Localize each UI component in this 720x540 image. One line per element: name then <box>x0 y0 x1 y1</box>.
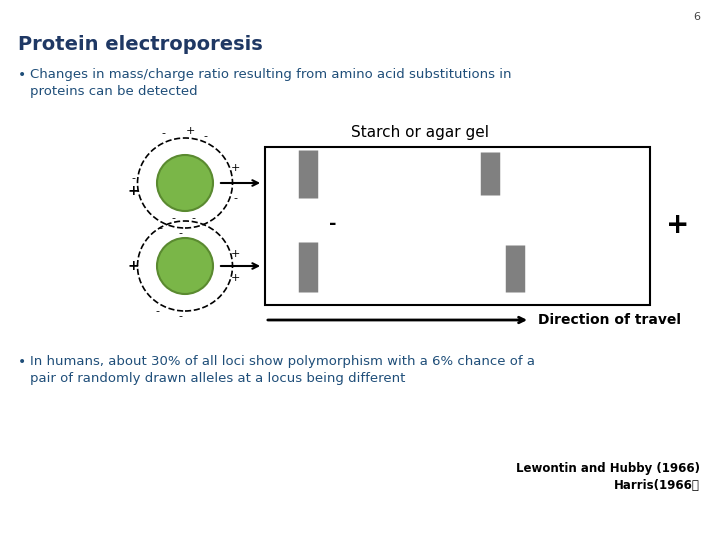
Text: •: • <box>18 355 26 369</box>
Text: -: - <box>233 193 237 203</box>
Text: +: + <box>185 126 194 136</box>
Text: -: - <box>178 311 182 321</box>
Text: +: + <box>230 249 240 259</box>
Text: Starch or agar gel: Starch or agar gel <box>351 125 489 140</box>
Text: -: - <box>155 306 159 316</box>
Text: -: - <box>171 213 175 223</box>
Text: Changes in mass/charge ratio resulting from amino acid substitutions in: Changes in mass/charge ratio resulting f… <box>30 68 511 81</box>
Text: +: + <box>230 273 240 283</box>
Bar <box>265 147 650 305</box>
Text: In humans, about 30% of all loci show polymorphism with a 6% chance of a: In humans, about 30% of all loci show po… <box>30 355 535 368</box>
Text: +: + <box>666 211 690 239</box>
Text: +: + <box>127 184 139 198</box>
Text: -: - <box>161 128 165 138</box>
Text: -: - <box>131 173 135 183</box>
Text: 6: 6 <box>693 12 700 22</box>
Text: Harris(1966）: Harris(1966） <box>614 479 700 492</box>
Text: +: + <box>230 163 240 173</box>
Circle shape <box>157 155 213 211</box>
Text: -: - <box>203 131 207 141</box>
Text: Lewontin and Hubby (1966): Lewontin and Hubby (1966) <box>516 462 700 475</box>
Text: -: - <box>178 228 182 238</box>
Text: -: - <box>191 213 195 223</box>
Text: Direction of travel: Direction of travel <box>538 313 681 327</box>
Text: •: • <box>18 68 26 82</box>
Circle shape <box>157 238 213 294</box>
Text: -: - <box>158 223 162 233</box>
Text: +: + <box>127 259 139 273</box>
Text: proteins can be detected: proteins can be detected <box>30 85 197 98</box>
Text: -: - <box>329 215 337 233</box>
Text: pair of randomly drawn alleles at a locus being different: pair of randomly drawn alleles at a locu… <box>30 372 405 385</box>
Text: Protein electroporesis: Protein electroporesis <box>18 35 263 54</box>
